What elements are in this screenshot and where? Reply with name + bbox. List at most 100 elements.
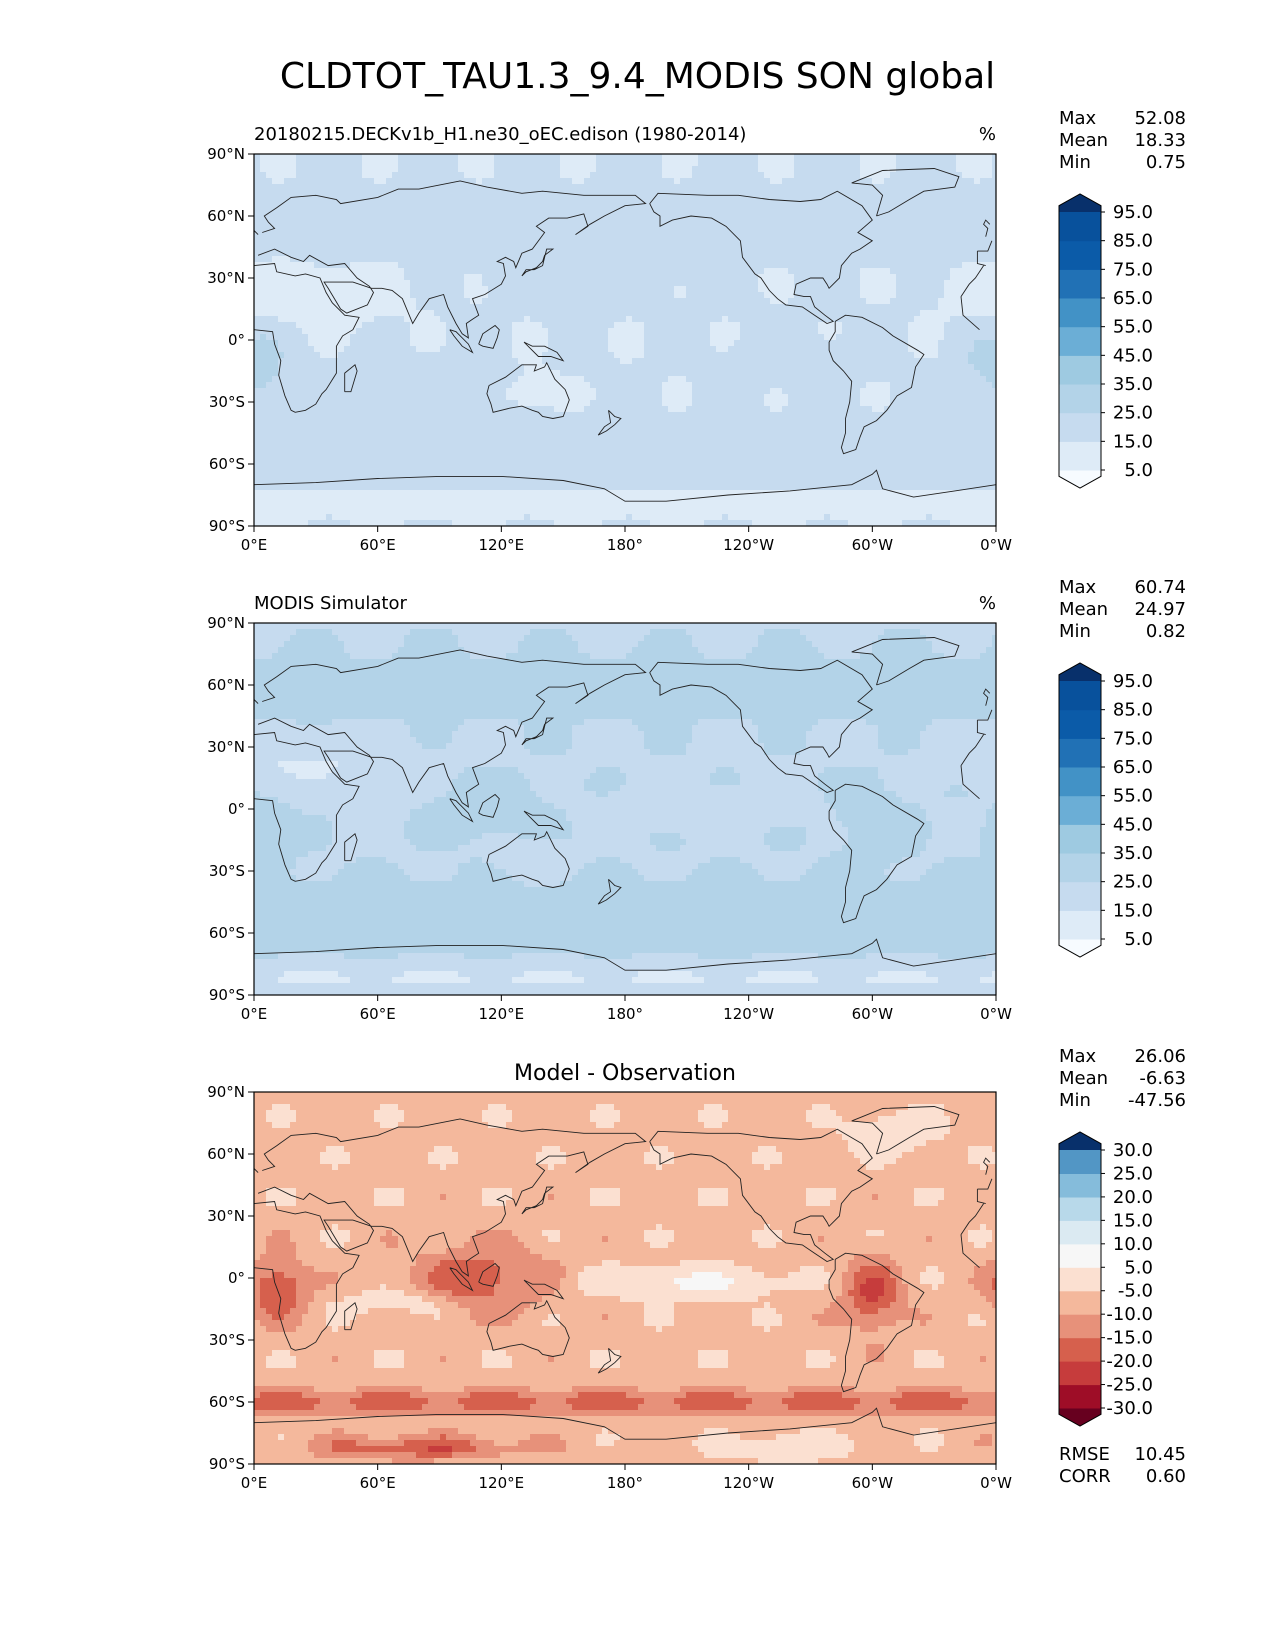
y-tick-label: 60°N [207, 1145, 245, 1163]
x-tick-label: 0°W [980, 536, 1012, 554]
stat-value-max: 60.74 [1134, 577, 1186, 598]
colorbar-segment [1059, 327, 1101, 356]
x-tick-label: 180° [607, 536, 643, 554]
x-tick-label: 60°E [360, 1474, 396, 1492]
y-tick-label: 30°S [209, 393, 245, 411]
stat-value-max: 26.06 [1134, 1046, 1186, 1067]
colorbar-extend-min [1059, 939, 1101, 957]
stat-label-max: Max [1059, 577, 1097, 598]
colorbar-segment [1059, 1338, 1101, 1362]
x-tick-label: 120°E [479, 1005, 525, 1023]
colorbar-tick-label: 55.0 [1113, 317, 1153, 338]
colorbar-extend-max [1059, 194, 1101, 212]
colorbar-segment [1059, 241, 1101, 270]
colorbar-segment [1059, 796, 1101, 825]
stat-label-mean: Mean [1059, 599, 1108, 620]
colorbar-tick-label: 5.0 [1124, 1257, 1153, 1278]
y-tick-label: 90°N [207, 1083, 245, 1101]
stat-label-min: Min [1059, 152, 1091, 173]
colorbar-tick-label: -20.0 [1106, 1351, 1153, 1372]
x-tick-label: 120°E [479, 1474, 525, 1492]
colorbar-segment [1059, 298, 1101, 327]
colorbar-tick-label: 95.0 [1113, 202, 1153, 223]
colorbar-segment [1059, 1314, 1101, 1338]
stat-label-min: Min [1059, 1090, 1091, 1111]
y-tick-label: 60°S [209, 924, 245, 942]
colorbar-segment [1059, 1220, 1101, 1244]
y-tick-label: 90°S [209, 517, 245, 535]
colorbar-tick-label: 5.0 [1124, 929, 1153, 950]
colorbar-segment [1059, 853, 1101, 882]
colorbar-tick-label: 35.0 [1113, 843, 1153, 864]
x-tick-label: 60°W [852, 1474, 894, 1492]
colorbar-segment [1059, 824, 1101, 853]
colorbar-tick-label: 20.0 [1113, 1187, 1153, 1208]
y-tick-label: 0° [228, 800, 245, 818]
stat-label-max: Max [1059, 1046, 1097, 1067]
colorbar-tick-label: -15.0 [1106, 1328, 1153, 1349]
colorbar-tick-label: 35.0 [1113, 374, 1153, 395]
x-tick-label: 120°E [479, 536, 525, 554]
stat-value-min: 0.82 [1146, 621, 1186, 642]
x-tick-label: 180° [607, 1005, 643, 1023]
y-tick-label: 30°N [207, 738, 245, 756]
colorbar-tick-label: 45.0 [1113, 814, 1153, 835]
colorbar-tick-label: 85.0 [1113, 231, 1153, 252]
colorbar-segment [1059, 882, 1101, 911]
colorbar-tick-label: 10.0 [1113, 1234, 1153, 1255]
colorbar-segment [1059, 1150, 1101, 1174]
map-panel-2: MODIS Simulator %0°E 60°E 120°E 180° 120°W 60°… [207, 577, 1186, 1023]
colorbar: 5.015.025.035.045.055.065.075.085.095.0 [1059, 194, 1153, 488]
x-tick-label: 120°W [723, 536, 774, 554]
colorbar-tick-label: 25.0 [1113, 872, 1153, 893]
colorbar-segment [1059, 1385, 1101, 1409]
x-tick-label: 0°E [241, 536, 268, 554]
panel-title: 20180215.DECKv1b_H1.ne30_oEC.edison (198… [254, 124, 746, 145]
x-tick-label: 60°E [360, 1005, 396, 1023]
x-tick-label: 0°W [980, 1005, 1012, 1023]
colorbar-segment [1059, 355, 1101, 384]
x-tick-label: 60°W [852, 536, 894, 554]
y-tick-label: 30°N [207, 1207, 245, 1225]
colorbar-segment [1059, 1291, 1101, 1315]
x-tick-label: 120°W [723, 1474, 774, 1492]
colorbar-segment [1059, 384, 1101, 413]
colorbar-segment [1059, 1197, 1101, 1221]
x-tick-label: 0°E [241, 1474, 268, 1492]
colorbar-segment [1059, 910, 1101, 939]
panel-title: Model - Observation [514, 1061, 736, 1086]
colorbar-tick-label: 65.0 [1113, 757, 1153, 778]
colorbar-tick-label: 5.0 [1124, 460, 1153, 481]
colorbar-tick-label: 15.0 [1113, 1210, 1153, 1231]
colorbar-tick-label: 85.0 [1113, 700, 1153, 721]
stat-value-mean: 18.33 [1134, 130, 1186, 151]
stat-label-mean: Mean [1059, 130, 1108, 151]
map-field [254, 154, 996, 526]
stat-value-min: -47.56 [1128, 1090, 1186, 1111]
colorbar-tick-label: 55.0 [1113, 786, 1153, 807]
x-tick-label: 120°W [723, 1005, 774, 1023]
x-tick-label: 0°W [980, 1474, 1012, 1492]
colorbar-segment [1059, 1174, 1101, 1198]
stat-value-max: 52.08 [1134, 108, 1186, 129]
stat-value-min: 0.75 [1146, 152, 1186, 173]
y-tick-label: 0° [228, 1269, 245, 1287]
x-tick-label: 0°E [241, 1005, 268, 1023]
colorbar-tick-label: -25.0 [1106, 1375, 1153, 1396]
stat-value-mean: 24.97 [1134, 599, 1186, 620]
stat-value-rmse: 10.45 [1134, 1444, 1186, 1465]
colorbar-segment [1059, 710, 1101, 739]
colorbar: 5.015.025.035.045.055.065.075.085.095.0 [1059, 663, 1153, 957]
x-tick-label: 60°W [852, 1005, 894, 1023]
y-tick-label: 30°S [209, 862, 245, 880]
colorbar-tick-label: 75.0 [1113, 259, 1153, 280]
colorbar-tick-label: -30.0 [1106, 1398, 1153, 1419]
colorbar-segment [1059, 1361, 1101, 1385]
map-field [254, 623, 996, 995]
y-tick-label: 90°N [207, 614, 245, 632]
y-tick-label: 30°S [209, 1331, 245, 1349]
stat-label-mean: Mean [1059, 1068, 1108, 1089]
colorbar-segment [1059, 269, 1101, 298]
y-tick-label: 60°N [207, 207, 245, 225]
